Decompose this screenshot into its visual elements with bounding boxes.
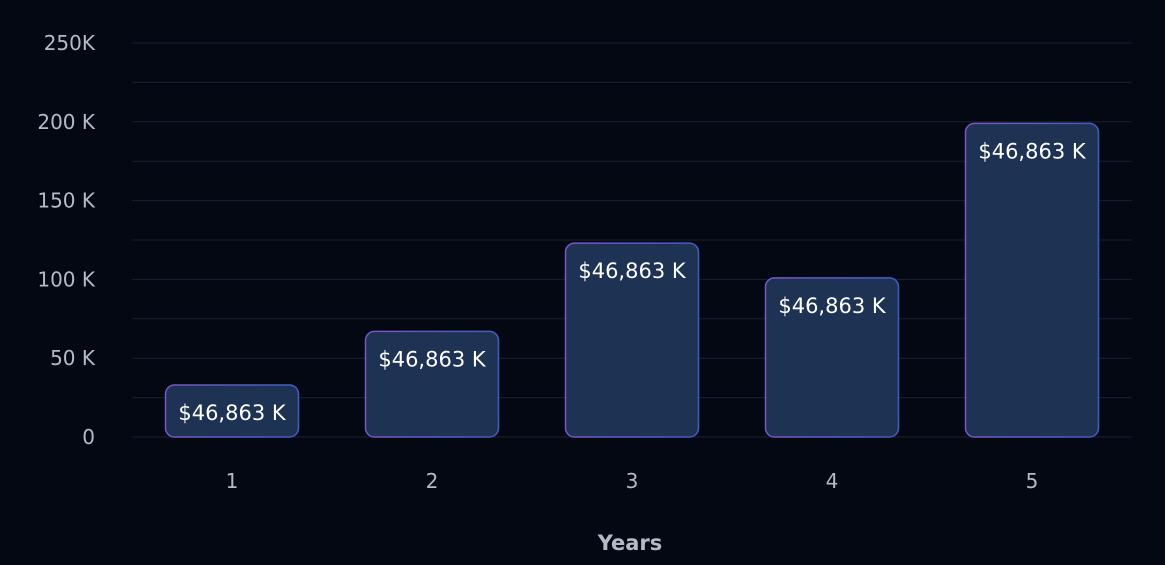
data-label-5: $46,863 K [978,139,1087,163]
y-tick-label: 250K [44,31,96,55]
data-label-1: $46,863 K [178,401,287,425]
x-axis-ticks: 1 2 3 4 5 [226,469,1039,493]
x-tick-label: 1 [226,469,239,493]
y-tick-label: 0 [82,425,95,449]
y-tick-label: 50 K [50,346,96,370]
x-tick-label: 3 [626,469,639,493]
x-tick-label: 4 [826,469,839,493]
data-label-4: $46,863 K [778,294,887,318]
x-tick-label: 2 [426,469,439,493]
y-axis-ticks: 0 50 K 100 K 150 K 200 K 250K [37,31,96,449]
x-axis-title: Years [597,531,663,555]
bar-5 [966,123,1099,437]
y-tick-label: 150 K [37,189,96,213]
x-tick-label: 5 [1026,469,1039,493]
y-tick-label: 200 K [37,110,96,134]
data-label-2: $46,863 K [378,347,487,371]
data-label-3: $46,863 K [578,259,687,283]
y-tick-label: 100 K [37,267,96,291]
